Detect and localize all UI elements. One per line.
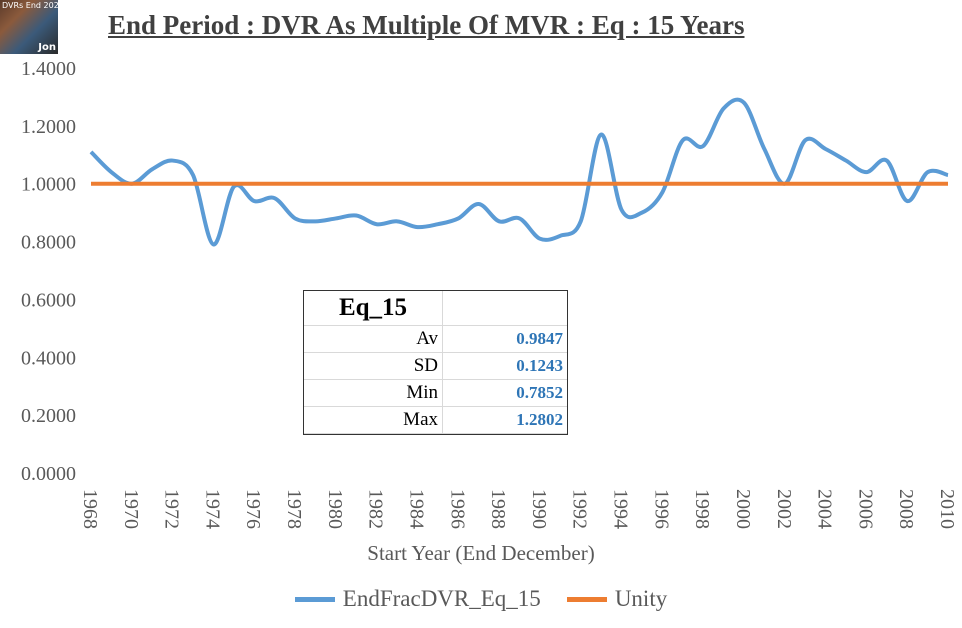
stats-row: Max 1.2802 (304, 406, 567, 434)
stats-label: Min (304, 379, 443, 407)
x-tick-label: 1996 (650, 489, 672, 529)
x-axis-title: Start Year (End December) (367, 541, 595, 565)
legend-swatch-blue (294, 596, 335, 602)
y-tick-label: 0.4000 (21, 347, 76, 369)
stats-label: Av (304, 325, 443, 353)
y-tick-label: 1.4000 (21, 58, 76, 80)
x-tick-label: 2002 (773, 489, 795, 529)
x-tick-label: 1970 (120, 489, 142, 529)
x-tick-label: 1990 (528, 489, 550, 529)
x-tick-label: 1992 (569, 489, 591, 529)
stats-header: Eq_15 (304, 291, 443, 326)
x-tick-label: 1986 (446, 489, 468, 529)
stats-row: SD 0.1243 (304, 352, 567, 380)
stats-value: 1.2802 (442, 406, 567, 434)
x-tick-label: 1978 (283, 489, 305, 529)
logo-bottom-text: Jon (38, 42, 56, 53)
stats-value: 0.7852 (442, 379, 567, 407)
stats-table: Eq_15 Av 0.9847 SD 0.1243 Min 0.7852 Max… (303, 290, 568, 435)
x-tick-label: 2010 (936, 489, 958, 529)
logo-image: DVRs End 2025 Jon (0, 0, 64, 54)
plot-area (89, 97, 949, 247)
stats-value: 0.1243 (442, 352, 567, 380)
stats-header-row: Eq_15 (304, 291, 567, 326)
x-tick-label: 1974 (201, 489, 223, 529)
y-tick-label: 0.6000 (21, 289, 76, 311)
x-tick-label: 1988 (487, 489, 509, 529)
x-tick-label: 1984 (405, 489, 427, 529)
chart-title: End Period : DVR As Multiple Of MVR : Eq… (108, 10, 745, 40)
x-tick-label: 1972 (161, 489, 183, 529)
x-tick-label: 1980 (324, 489, 346, 529)
x-tick-label: 2006 (854, 489, 876, 529)
x-tick-label: 1982 (365, 489, 387, 529)
legend: EndFracDVR_Eq_15 Unity (0, 586, 962, 612)
x-tick-label: 1998 (691, 489, 713, 529)
x-tick-label: 2000 (732, 489, 754, 529)
legend-label: EndFracDVR_Eq_15 (342, 586, 541, 611)
stats-row: Min 0.7852 (304, 379, 567, 407)
x-tick-label: 1994 (610, 489, 632, 529)
stats-value: 0.9847 (442, 325, 567, 353)
y-tick-label: 0.0000 (21, 463, 76, 485)
x-tick-label: 1976 (242, 489, 264, 529)
legend-item-unity: Unity (566, 586, 668, 612)
x-tick-label: 1968 (79, 489, 101, 529)
y-tick-label: 1.2000 (21, 116, 76, 138)
y-tick-label: 0.2000 (21, 405, 76, 427)
legend-item-endfracdvr: EndFracDVR_Eq_15 (294, 586, 541, 612)
stats-label: Max (304, 406, 443, 434)
series-line-endfracdvr (89, 97, 949, 247)
x-tick-label: 2004 (814, 489, 836, 529)
legend-swatch-orange (566, 596, 607, 602)
x-axis: 1968 1970 1972 1974 1976 1978 1980 1982 1984 1986… (79, 489, 958, 529)
legend-label: Unity (614, 586, 668, 611)
y-tick-label: 1.0000 (21, 174, 76, 196)
logo-top-text: DVRs End 2025 (2, 1, 64, 10)
stats-row: Av 0.9847 (304, 325, 567, 353)
stats-header-empty (442, 291, 567, 326)
stats-label: SD (304, 352, 443, 380)
y-axis: 0.0000 0.2000 0.4000 0.6000 0.8000 1.0000 1.20… (21, 58, 76, 485)
y-tick-label: 0.8000 (21, 232, 76, 254)
x-tick-label: 2008 (895, 489, 917, 529)
